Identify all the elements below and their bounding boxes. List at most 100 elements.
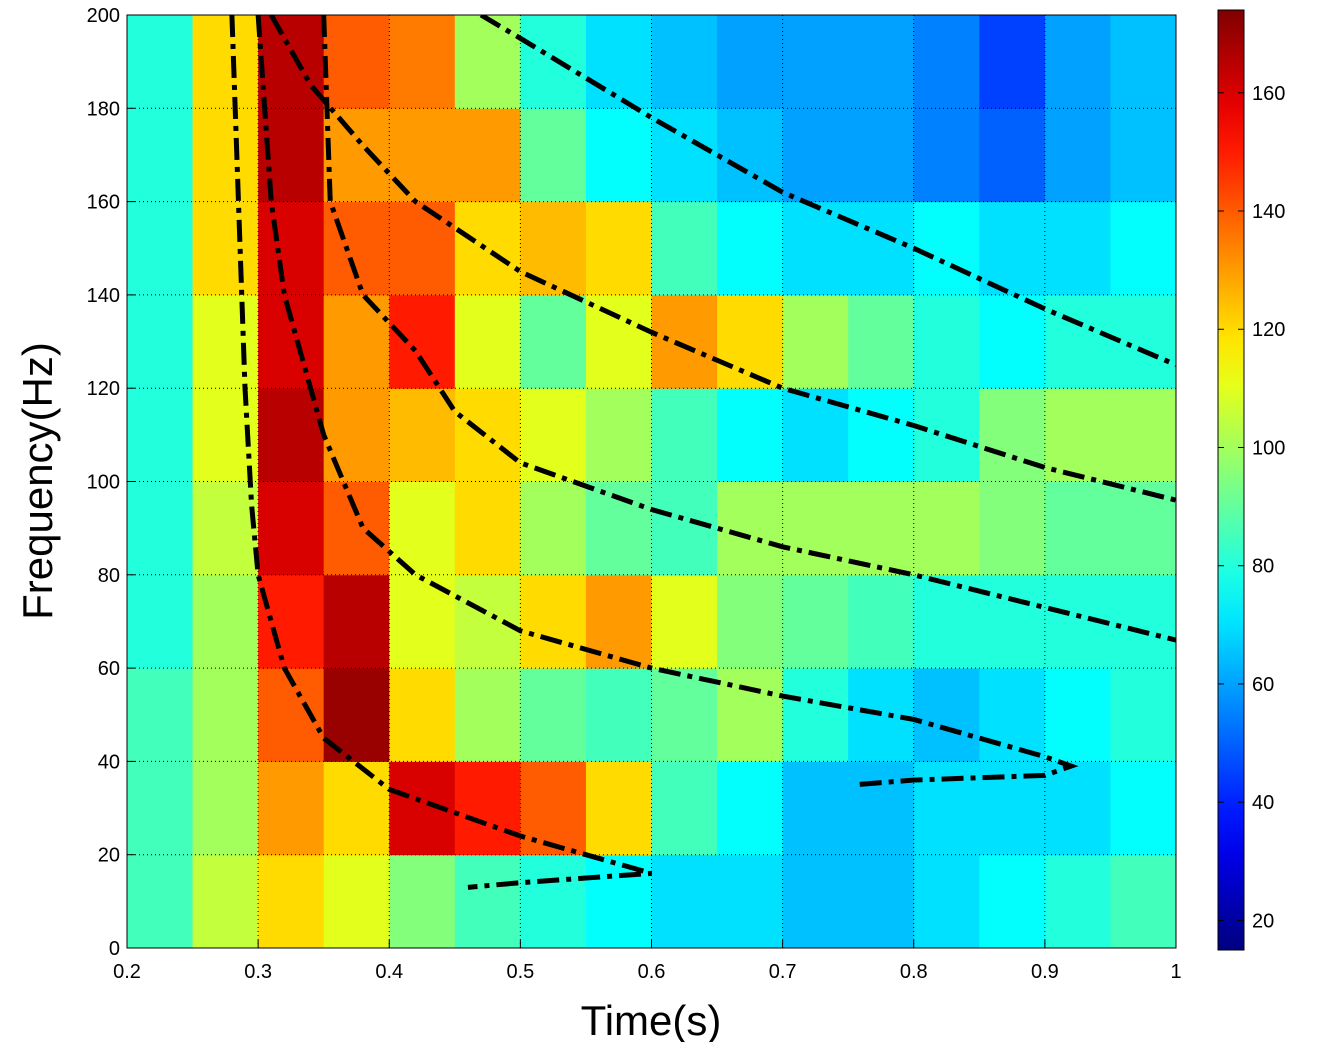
- heatmap-cell: [1110, 761, 1176, 856]
- x-tick-label: 0.7: [769, 961, 797, 983]
- heatmap-cell: [192, 574, 259, 669]
- heatmap-cell: [1044, 668, 1111, 762]
- heatmap-cell: [192, 108, 259, 203]
- colorbar-tick-label: 160: [1252, 83, 1285, 105]
- heatmap-cell: [651, 574, 718, 669]
- heatmap-cell: [127, 481, 194, 576]
- heatmap-cell: [323, 574, 390, 669]
- heatmap-cell: [979, 668, 1046, 762]
- heatmap-cell: [782, 761, 849, 856]
- colorbar-tick-label: 140: [1252, 201, 1285, 223]
- heatmap-cell: [979, 108, 1046, 203]
- heatmap-cell: [979, 294, 1046, 389]
- heatmap-cell: [585, 388, 652, 482]
- heatmap-cell: [454, 574, 521, 669]
- colorbar-tick-label: 40: [1252, 792, 1274, 814]
- heatmap-cell: [454, 108, 521, 203]
- heatmap-cell: [848, 388, 915, 482]
- heatmap-cell: [651, 201, 718, 296]
- heatmap-cell: [1110, 668, 1176, 762]
- x-tick-label: 0.5: [506, 961, 534, 983]
- heatmap-cell: [323, 108, 390, 203]
- heatmap-cell: [1044, 854, 1111, 948]
- heatmap-cell: [127, 761, 194, 856]
- heatmap-cell: [389, 388, 456, 482]
- heatmap-cell: [717, 201, 784, 296]
- y-axis-label: Frequency(Hz): [14, 342, 61, 620]
- heatmap-cell: [454, 294, 521, 389]
- colorbar-tick-label: 80: [1252, 556, 1274, 578]
- heatmap-cell: [717, 481, 784, 576]
- heatmap-cell: [323, 294, 390, 389]
- heatmap-cell: [979, 15, 1046, 109]
- heatmap-cell: [520, 761, 587, 856]
- heatmap-cell: [258, 15, 325, 109]
- heatmap-cell: [127, 201, 194, 296]
- heatmap-cell: [520, 574, 587, 669]
- x-tick-label: 1: [1170, 961, 1181, 983]
- plot-frame: [126, 14, 1177, 949]
- heatmap-cell: [454, 854, 521, 948]
- heatmap-cell: [585, 201, 652, 296]
- heatmap-cell: [323, 761, 390, 856]
- heatmap-cell: [454, 481, 521, 576]
- heatmap-cell: [585, 668, 652, 762]
- heatmap-cell: [520, 668, 587, 762]
- heatmap-cell: [717, 574, 784, 669]
- heatmap-cell: [520, 108, 587, 203]
- heatmap-cell: [258, 574, 325, 669]
- colorbar: [1217, 9, 1245, 951]
- heatmap-cell: [1110, 574, 1176, 669]
- heatmap-cell: [848, 15, 915, 109]
- y-tick-label: 20: [98, 845, 120, 867]
- heatmap-cell: [848, 761, 915, 856]
- heatmap-cell: [848, 108, 915, 203]
- heatmap-cell: [848, 201, 915, 296]
- x-tick-label: 0.3: [244, 961, 272, 983]
- heatmap-cell: [127, 294, 194, 389]
- heatmap-cell: [1110, 201, 1176, 296]
- heatmap-cell: [454, 668, 521, 762]
- heatmap-cell: [192, 854, 259, 948]
- y-tick-label: 0: [109, 938, 120, 960]
- heatmap-cell: [520, 15, 587, 109]
- heatmap-cell: [913, 15, 980, 109]
- x-tick-label: 0.9: [1031, 961, 1059, 983]
- y-tick-label: 120: [87, 378, 120, 400]
- heatmap-cell: [782, 854, 849, 948]
- colorbar-tick-label: 60: [1252, 674, 1274, 696]
- heatmap-cell: [913, 294, 980, 389]
- heatmap-cell: [979, 388, 1046, 482]
- heatmap-cell: [913, 761, 980, 856]
- heatmap-cell: [717, 294, 784, 389]
- heatmap-cell: [389, 294, 456, 389]
- heatmap-cell: [585, 761, 652, 856]
- heatmap-cell: [323, 388, 390, 482]
- heatmap-cell: [192, 668, 259, 762]
- heatmap-cell: [651, 15, 718, 109]
- heatmap-cell: [717, 388, 784, 482]
- heatmap-cell: [389, 668, 456, 762]
- heatmap-cell: [454, 15, 521, 109]
- heatmap-cell: [1044, 201, 1111, 296]
- x-axis-label: Time(s): [581, 997, 722, 1042]
- heatmap-cell: [717, 668, 784, 762]
- y-tick-label: 200: [87, 5, 120, 27]
- heatmap-cell: [1110, 854, 1176, 948]
- colorbar-tick-label: 20: [1252, 910, 1274, 932]
- heatmap-cell: [323, 15, 390, 109]
- heatmap-cell: [782, 668, 849, 762]
- heatmap-cell: [127, 15, 194, 109]
- heatmap-cell: [717, 761, 784, 856]
- y-tick-label: 160: [87, 192, 120, 214]
- heatmap-cell: [1110, 481, 1176, 576]
- heatmap-cell: [389, 108, 456, 203]
- heatmap-cell: [1110, 294, 1176, 389]
- heatmap-cell: [651, 294, 718, 389]
- ridge-line: [229, 15, 653, 890]
- y-tick-label: 40: [98, 751, 120, 773]
- heatmap-cell: [454, 201, 521, 296]
- heatmap-cell: [1044, 481, 1111, 576]
- x-tick-label: 0.8: [900, 961, 928, 983]
